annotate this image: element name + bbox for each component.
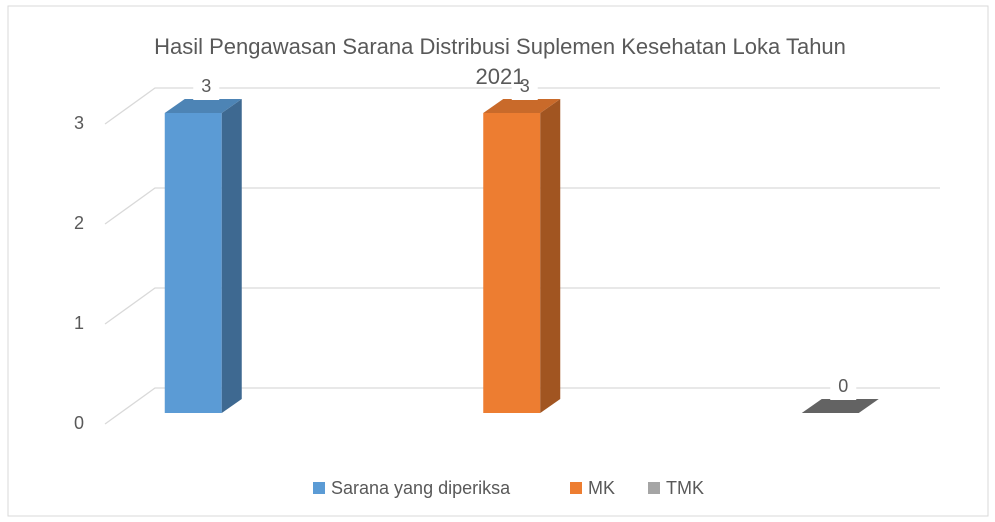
y-tick-label: 3 (74, 113, 84, 133)
legend-swatch (648, 482, 660, 494)
bar-top (164, 99, 242, 113)
bar-side (540, 99, 561, 413)
bar-top (801, 399, 879, 413)
bar-front (164, 113, 222, 413)
bar-front (483, 113, 541, 413)
legend-label: TMK (666, 478, 704, 498)
legend-swatch (570, 482, 582, 494)
grid-line (104, 187, 940, 225)
data-label-box (511, 74, 538, 100)
legend-swatch (313, 482, 325, 494)
data-label: 3 (520, 76, 530, 96)
data-label: 3 (201, 76, 211, 96)
grid-line (104, 87, 940, 125)
bar-side (221, 99, 242, 413)
data-label-box (830, 374, 857, 400)
legend-label: Sarana yang diperiksa (331, 478, 511, 498)
y-tick-label: 1 (74, 313, 84, 333)
data-label-box (193, 74, 220, 100)
y-tick-label: 2 (74, 213, 84, 233)
legend-label: MK (588, 478, 615, 498)
y-tick-label: 0 (74, 413, 84, 433)
data-label: 0 (838, 376, 848, 396)
grid-line (104, 287, 940, 325)
grid-line (104, 387, 940, 425)
bar-top (483, 99, 561, 113)
chart-title: Hasil Pengawasan Sarana Distribusi Suple… (154, 34, 846, 89)
